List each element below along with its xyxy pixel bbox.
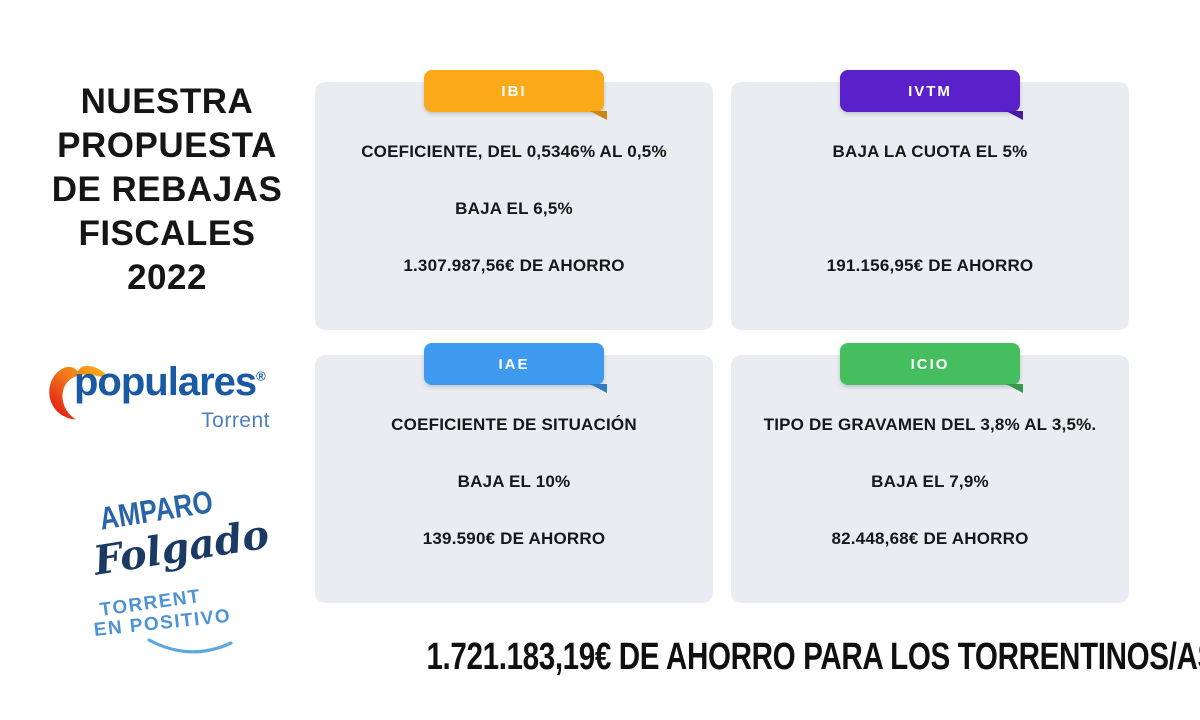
title-line: FISCALES (78, 214, 256, 253)
ivtm-card: IVTM BAJA LA CUOTA EL 5% 191.156,95€ DE … (731, 70, 1129, 330)
populares-swoosh-icon (49, 365, 109, 420)
card-line: 82.448,68€ DE AHORRO (831, 529, 1029, 548)
ivtm-badge-label: IVTM (908, 82, 952, 100)
populares-wordmark: populares® (74, 360, 266, 404)
populares-subtitle: Torrent (201, 409, 270, 432)
icio-badge-label: ICIO (910, 355, 950, 373)
title-line: DE REBAJAS (51, 170, 283, 209)
populares-logo: populares® Torrent (46, 360, 284, 440)
card-line: BAJA LA CUOTA EL 5% (832, 142, 1028, 161)
badge-tail (590, 384, 607, 393)
card-line: 1.307.987,56€ DE AHORRO (403, 256, 625, 275)
title-line: NUESTRA (80, 82, 254, 121)
card-line: COEFICIENTE DE SITUACIÓN (391, 415, 637, 434)
smile-arc-icon (147, 638, 233, 654)
ibi-badge-label: IBI (501, 82, 527, 100)
card-line: BAJA EL 10% (457, 472, 571, 491)
iae-badge: IAE (424, 343, 607, 393)
badge-tail (590, 111, 607, 120)
amparo-folgado-logo: AMPARO Folgado TORRENT EN POSITIVO (90, 485, 272, 664)
ivtm-badge: IVTM (840, 70, 1023, 120)
badge-tail (1006, 384, 1023, 393)
page-title: NUESTRA PROPUESTA DE REBAJAS FISCALES 20… (38, 80, 296, 300)
total-savings-text: 1.721.183,19€ DE AHORRO PARA LOS TORRENT… (426, 636, 1200, 678)
ibi-badge: IBI (424, 70, 607, 120)
icio-card: ICIO TIPO DE GRAVAMEN DEL 3,8% AL 3,5%. … (731, 343, 1129, 603)
card-line: BAJA EL 6,5% (455, 199, 573, 218)
card-line: 139.590€ DE AHORRO (422, 529, 606, 548)
iae-card: IAE COEFICIENTE DE SITUACIÓN BAJA EL 10%… (315, 343, 713, 603)
card-line: TIPO DE GRAVAMEN DEL 3,8% AL 3,5%. (763, 415, 1097, 434)
iae-badge-label: IAE (498, 355, 530, 373)
title-line: PROPUESTA (57, 126, 277, 165)
badge-tail (1006, 111, 1023, 120)
card-line: 191.156,95€ DE AHORRO (826, 256, 1034, 275)
icio-badge: ICIO (840, 343, 1023, 393)
registered-mark: ® (256, 368, 266, 384)
card-line: BAJA EL 7,9% (871, 472, 989, 491)
card-line: COEFICIENTE, DEL 0,5346% AL 0,5% (361, 142, 667, 161)
ibi-card: IBI COEFICIENTE, DEL 0,5346% AL 0,5% BAJ… (315, 70, 713, 330)
title-line: 2022 (127, 258, 207, 297)
